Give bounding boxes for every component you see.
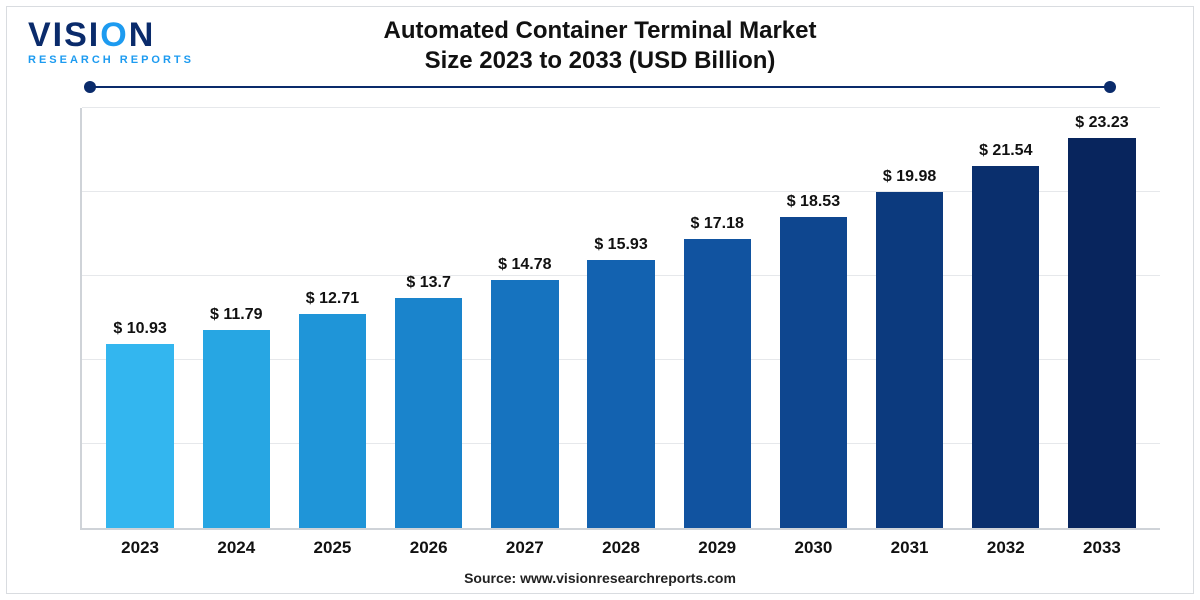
title-line-1: Automated Container Terminal Market <box>0 16 1200 46</box>
x-axis-label: 2024 <box>188 538 284 558</box>
bar-group: $ 19.982031 <box>862 108 958 528</box>
title-line-2: Size 2023 to 2033 (USD Billion) <box>0 46 1200 76</box>
bar-value-label: $ 23.23 <box>1054 114 1150 132</box>
title-divider <box>90 86 1110 88</box>
bar-group: $ 14.782027 <box>477 108 573 528</box>
bar-chart: $ 10.932023$ 11.792024$ 12.712025$ 13.72… <box>80 108 1160 530</box>
bar <box>106 344 173 528</box>
bar-group: $ 13.72026 <box>381 108 477 528</box>
bar <box>876 192 943 528</box>
bar <box>780 217 847 528</box>
bar <box>299 314 366 528</box>
bar <box>587 260 654 528</box>
bar-group: $ 23.232033 <box>1054 108 1150 528</box>
source-attribution: Source: www.visionresearchreports.com <box>0 570 1200 586</box>
x-axis-label: 2023 <box>92 538 188 558</box>
chart-title: Automated Container Terminal Market Size… <box>0 16 1200 76</box>
bar-group: $ 12.712025 <box>284 108 380 528</box>
x-axis-label: 2033 <box>1054 538 1150 558</box>
bar <box>1068 138 1135 528</box>
bar-value-label: $ 21.54 <box>958 142 1054 160</box>
bar-value-label: $ 11.79 <box>188 306 284 324</box>
x-axis-label: 2031 <box>862 538 958 558</box>
bar <box>203 330 270 528</box>
bar-value-label: $ 19.98 <box>862 168 958 186</box>
bar-value-label: $ 12.71 <box>284 290 380 308</box>
bar <box>491 280 558 528</box>
x-axis-label: 2032 <box>958 538 1054 558</box>
bar <box>972 166 1039 528</box>
x-axis-label: 2030 <box>765 538 861 558</box>
bar <box>684 239 751 528</box>
bar-group: $ 10.932023 <box>92 108 188 528</box>
x-axis-label: 2025 <box>284 538 380 558</box>
bar-group: $ 15.932028 <box>573 108 669 528</box>
bar-group: $ 17.182029 <box>669 108 765 528</box>
bars-container: $ 10.932023$ 11.792024$ 12.712025$ 13.72… <box>82 108 1160 528</box>
bar <box>395 298 462 528</box>
bar-group: $ 18.532030 <box>765 108 861 528</box>
x-axis-label: 2026 <box>381 538 477 558</box>
bar-value-label: $ 14.78 <box>477 256 573 274</box>
bar-group: $ 11.792024 <box>188 108 284 528</box>
bar-value-label: $ 13.7 <box>381 274 477 292</box>
bar-group: $ 21.542032 <box>958 108 1054 528</box>
x-axis-label: 2028 <box>573 538 669 558</box>
x-axis-label: 2027 <box>477 538 573 558</box>
x-axis-label: 2029 <box>669 538 765 558</box>
bar-value-label: $ 18.53 <box>765 193 861 211</box>
bar-value-label: $ 10.93 <box>92 320 188 338</box>
bar-value-label: $ 17.18 <box>669 215 765 233</box>
bar-value-label: $ 15.93 <box>573 236 669 254</box>
